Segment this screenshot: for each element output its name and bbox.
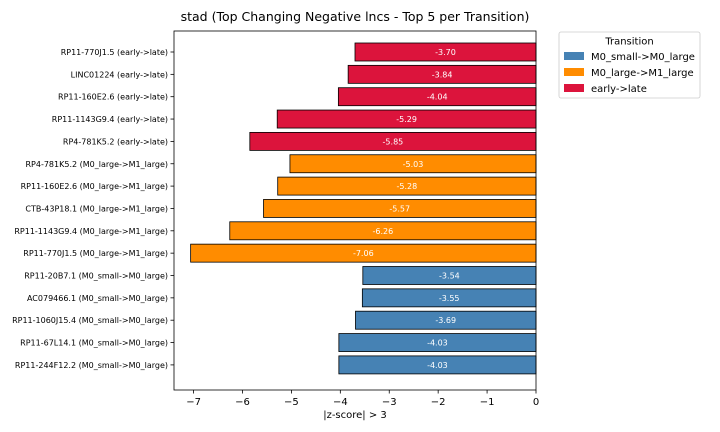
y-tick-label: RP11-1143G9.4 (early->late) bbox=[52, 115, 168, 124]
legend-label: M0_large->M1_large bbox=[591, 68, 694, 79]
bar-value-label: -3.84 bbox=[432, 70, 453, 79]
bar-value-label: -3.70 bbox=[435, 48, 456, 57]
bar-value-label: -4.04 bbox=[427, 93, 448, 102]
x-tick-label: −4 bbox=[333, 397, 348, 408]
bar-value-label: -5.28 bbox=[397, 182, 418, 191]
chart-title: stad (Top Changing Negative lncs - Top 5… bbox=[181, 9, 530, 24]
y-tick-label: RP11-244F12.2 (M0_small->M0_large) bbox=[15, 361, 168, 370]
bar-value-label: -3.69 bbox=[435, 316, 456, 325]
bar-value-label: -4.03 bbox=[427, 361, 448, 370]
y-tick-label: RP11-1143G9.4 (M0_large->M1_large) bbox=[14, 227, 168, 236]
bar-value-label: -3.54 bbox=[439, 272, 460, 281]
x-tick-label: 0 bbox=[533, 397, 539, 408]
legend-label: M0_small->M0_large bbox=[591, 52, 695, 63]
bar-value-label: -7.06 bbox=[353, 249, 374, 258]
y-tick-label: RP11-770J1.5 (early->late) bbox=[61, 48, 168, 57]
legend-label: early->late bbox=[591, 84, 647, 95]
x-axis-title: |z-score| > 3 bbox=[323, 410, 387, 421]
y-tick-label: RP11-67L14.1 (M0_small->M0_large) bbox=[20, 339, 168, 348]
y-tick-label: RP11-770J1.5 (M0_large->M1_large) bbox=[23, 249, 168, 258]
y-tick-label: CTB-43P18.1 (M0_large->M1_large) bbox=[25, 204, 168, 213]
x-tick-label: −2 bbox=[431, 397, 446, 408]
y-tick-label: RP4-781K5.2 (early->late) bbox=[63, 137, 168, 146]
x-tick-label: −1 bbox=[480, 397, 495, 408]
legend-swatch bbox=[564, 68, 584, 76]
bar-value-label: -6.26 bbox=[373, 227, 394, 236]
bars-layer: -3.70 -3.84 -4.04 -5.29 -5.85 -5.03 -5.28 -5.57… bbox=[190, 42, 537, 375]
plot-frame bbox=[173, 30, 537, 391]
bar-value-label: -5.85 bbox=[383, 137, 404, 146]
y-tick-label: RP4-781K5.2 (M0_large->M1_large) bbox=[25, 160, 168, 169]
y-tick-label: RP11-160E2.6 (early->late) bbox=[58, 93, 168, 102]
y-tick-labels: RP11-770J1.5 (early->late) LINC01224 (ear… bbox=[12, 48, 174, 370]
bar-value-label: -3.55 bbox=[439, 294, 460, 303]
bar-value-label: -4.03 bbox=[427, 339, 448, 348]
legend-title: Transition bbox=[604, 37, 653, 48]
y-tick-label: RP11-1060J15.4 (M0_small->M0_large) bbox=[12, 316, 168, 325]
y-tick-label: RP11-160E2.6 (M0_large->M1_large) bbox=[21, 182, 168, 191]
x-tick-label: −3 bbox=[382, 397, 397, 408]
bar-value-label: -5.57 bbox=[389, 204, 410, 213]
legend-swatch bbox=[564, 52, 584, 60]
y-tick-label: LINC01224 (early->late) bbox=[71, 70, 168, 79]
legend-swatch bbox=[564, 84, 584, 92]
x-axis: −7 −6 −5 −4 −3 −2 −1 0 bbox=[186, 390, 539, 408]
legend-frame bbox=[558, 31, 701, 99]
x-tick-label: −6 bbox=[235, 397, 250, 408]
legend-entries: M0_small->M0_large M0_large->M1_largeearl… bbox=[564, 52, 695, 95]
y-tick-label: RP11-20B7.1 (M0_small->M0_large) bbox=[24, 272, 168, 281]
y-tick-label: AC079466.1 (M0_small->M0_large) bbox=[27, 294, 168, 303]
bar-value-label: -5.29 bbox=[396, 115, 417, 124]
legend: Transition M0_small->M0_large M0_large->M… bbox=[558, 31, 701, 99]
x-tick-label: −7 bbox=[186, 397, 201, 408]
x-tick-label: −5 bbox=[284, 397, 299, 408]
bar-value-label: -5.03 bbox=[403, 160, 424, 169]
